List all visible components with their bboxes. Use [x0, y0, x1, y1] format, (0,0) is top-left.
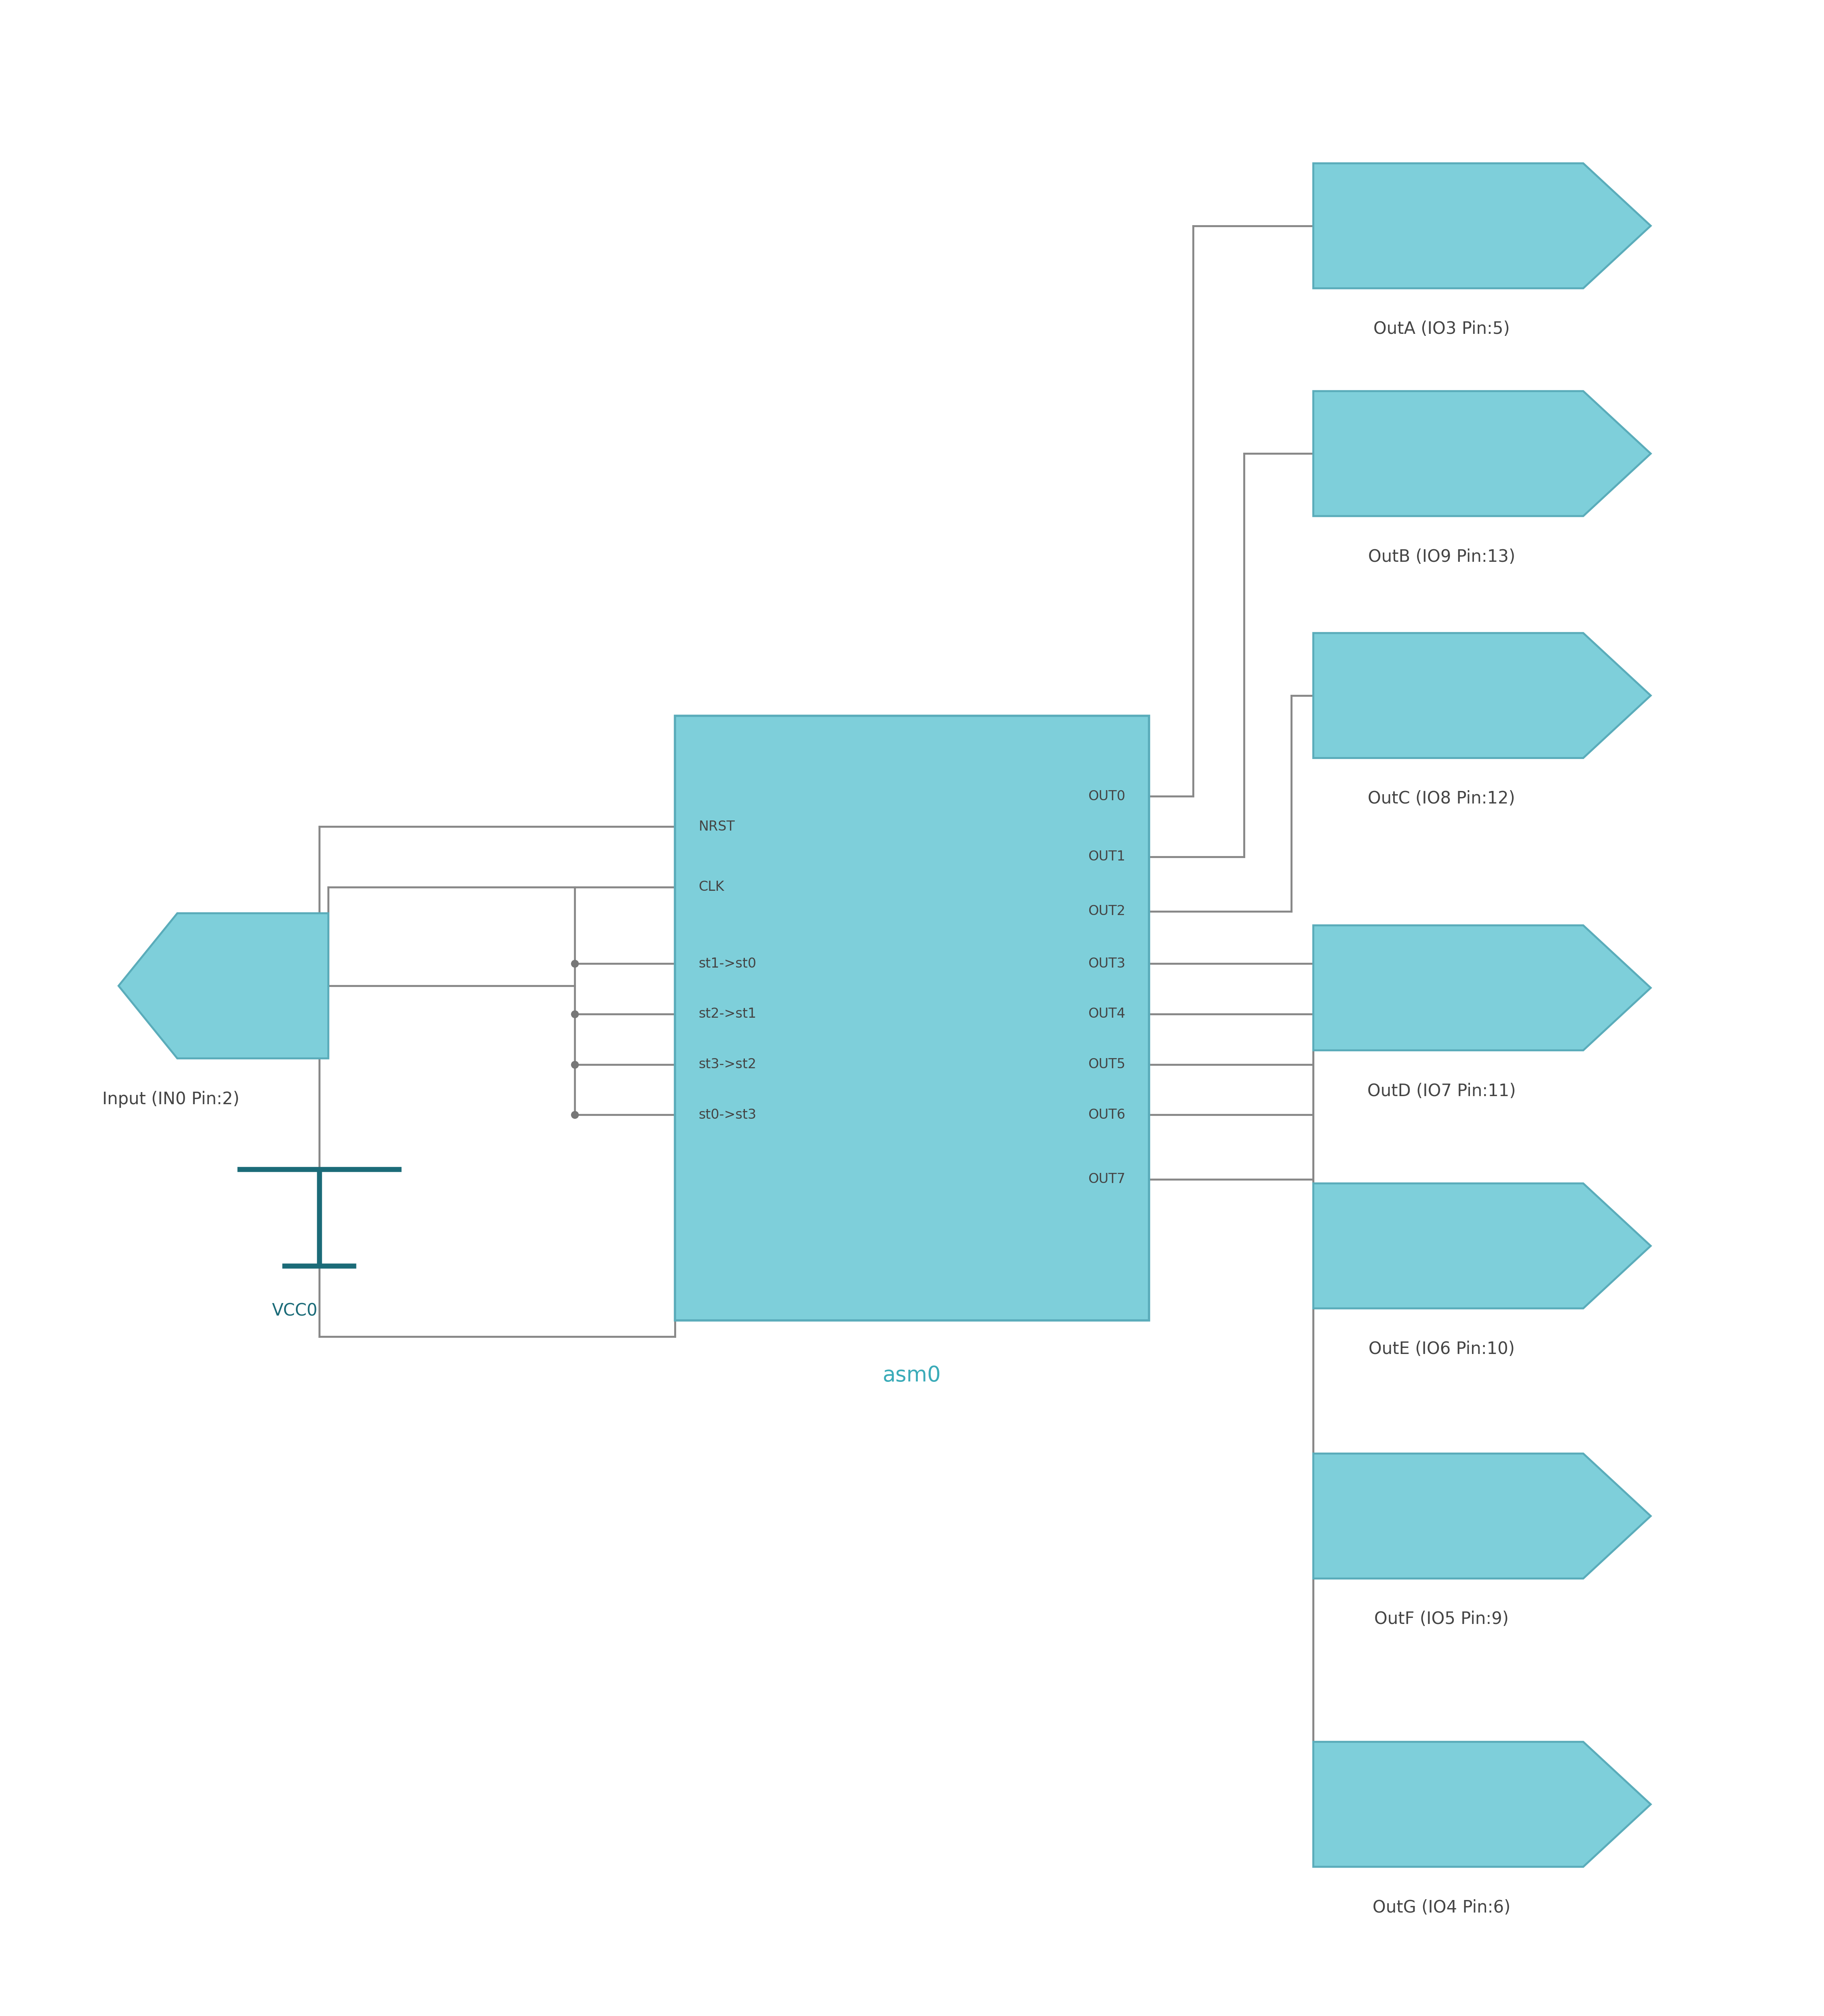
- Polygon shape: [119, 913, 328, 1058]
- Text: OutD (IO7 Pin:11): OutD (IO7 Pin:11): [1368, 1083, 1516, 1099]
- Text: VCC0: VCC0: [272, 1302, 317, 1318]
- Text: OUT4: OUT4: [1089, 1008, 1125, 1020]
- Text: OUT5: OUT5: [1089, 1058, 1125, 1070]
- Polygon shape: [1313, 633, 1651, 758]
- Text: OUT2: OUT2: [1089, 905, 1125, 917]
- Polygon shape: [1313, 1742, 1651, 1867]
- Text: st2->st1: st2->st1: [699, 1008, 757, 1020]
- Text: OUT7: OUT7: [1089, 1173, 1125, 1185]
- Text: OUT0: OUT0: [1089, 790, 1125, 802]
- Text: OutG (IO4 Pin:6): OutG (IO4 Pin:6): [1372, 1899, 1510, 1915]
- Polygon shape: [1313, 1183, 1651, 1308]
- Polygon shape: [1313, 163, 1651, 288]
- Text: OUT3: OUT3: [1089, 958, 1125, 970]
- Polygon shape: [1313, 391, 1651, 516]
- Text: OutE (IO6 Pin:10): OutE (IO6 Pin:10): [1368, 1341, 1514, 1357]
- Bar: [675, 716, 1149, 1320]
- Polygon shape: [1313, 925, 1651, 1050]
- Text: NRST: NRST: [699, 821, 735, 833]
- Text: OutF (IO5 Pin:9): OutF (IO5 Pin:9): [1373, 1611, 1508, 1627]
- Text: CLK: CLK: [699, 881, 724, 893]
- Text: st3->st2: st3->st2: [699, 1058, 757, 1070]
- Text: OutC (IO8 Pin:12): OutC (IO8 Pin:12): [1368, 790, 1516, 806]
- Text: Input (IN0 Pin:2): Input (IN0 Pin:2): [102, 1091, 239, 1107]
- Text: OutB (IO9 Pin:13): OutB (IO9 Pin:13): [1368, 548, 1516, 564]
- Polygon shape: [1313, 1454, 1651, 1579]
- Text: st0->st3: st0->st3: [699, 1109, 757, 1121]
- Text: st1->st0: st1->st0: [699, 958, 757, 970]
- Text: OutA (IO3 Pin:5): OutA (IO3 Pin:5): [1373, 321, 1510, 337]
- Text: OUT6: OUT6: [1089, 1109, 1125, 1121]
- Text: OUT1: OUT1: [1089, 851, 1125, 863]
- Text: asm0: asm0: [883, 1365, 941, 1385]
